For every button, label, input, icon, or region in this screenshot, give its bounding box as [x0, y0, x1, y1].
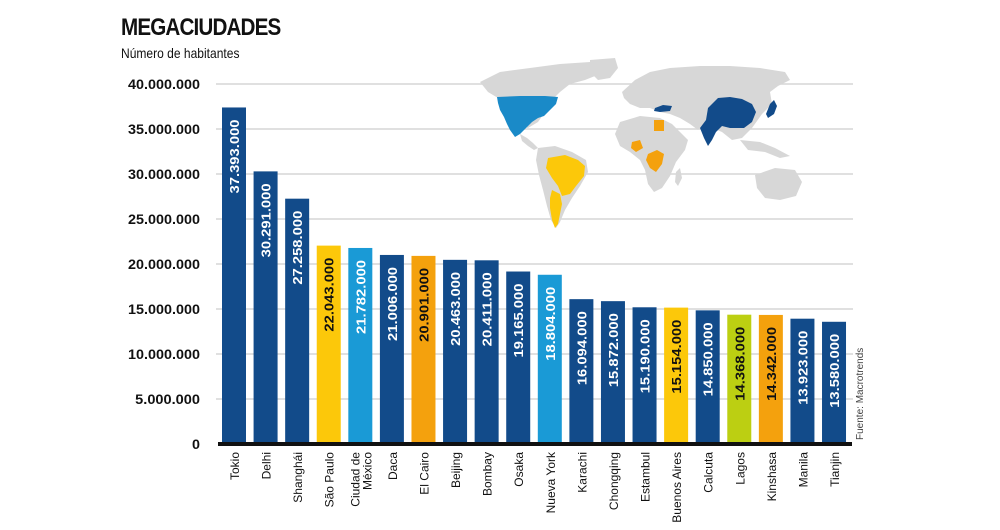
bar-value-label: 20.411.000	[480, 272, 495, 346]
x-category-label: Shanghái	[291, 452, 305, 503]
bar-value-label: 15.154.000	[669, 320, 684, 394]
bar	[379, 254, 404, 444]
y-tick-label: 5.000.000	[135, 391, 200, 407]
x-category-label: Karachi	[575, 452, 589, 493]
y-tick-label: 25.000.000	[128, 211, 200, 227]
world-map	[480, 58, 802, 228]
bar-value-label: 30.291.000	[259, 183, 274, 257]
bar	[348, 247, 373, 444]
bar	[600, 301, 625, 444]
y-tick-label: 10.000.000	[128, 346, 200, 362]
bar	[506, 271, 531, 444]
x-category-label: Manila	[796, 452, 810, 488]
bar	[632, 307, 657, 444]
bar	[474, 260, 499, 444]
bar-value-label: 18.804.000	[543, 287, 558, 361]
bar	[664, 307, 689, 444]
bar	[222, 107, 246, 444]
map-argentina	[550, 190, 562, 228]
y-tick-label: 40.000.000	[128, 76, 200, 92]
bar-value-label: 21.782.000	[353, 260, 368, 334]
y-tick-label: 0	[192, 436, 200, 452]
bar-value-label: 15.190.000	[638, 319, 653, 393]
source-note: Fuente: Macrotrends	[855, 347, 866, 440]
y-tick-label: 35.000.000	[128, 121, 200, 137]
y-tick-label: 30.000.000	[128, 166, 200, 182]
x-category-label: Buenos Aires	[670, 452, 684, 523]
x-category-label: México	[360, 452, 374, 490]
bar	[443, 259, 468, 444]
bar	[285, 198, 310, 444]
bar-value-label: 13.923.000	[795, 331, 810, 405]
bar-value-label: 27.258.000	[290, 211, 305, 285]
x-category-label: Tokio	[228, 452, 242, 480]
x-category-label: Daca	[386, 452, 400, 480]
chart-subtitle: Número de habitantes	[121, 45, 240, 61]
bar-value-label: 20.901.000	[416, 268, 431, 342]
bar-value-label: 22.043.000	[322, 258, 337, 332]
x-category-label: El Cairo	[417, 452, 431, 495]
bar-value-label: 14.368.000	[732, 327, 747, 401]
x-category-label: São Paulo	[323, 452, 337, 508]
bars-layer	[222, 107, 847, 445]
map-greenland	[590, 58, 618, 80]
bar	[695, 310, 720, 444]
x-category-label: Bombay	[481, 452, 495, 496]
x-category-label: Estambul	[639, 452, 653, 502]
x-category-label: Nueva York	[544, 451, 558, 513]
x-category-label: Kinshasa	[765, 452, 779, 502]
bar	[790, 318, 815, 444]
bar-value-label: 16.094.000	[574, 311, 589, 385]
map-southeast-asia	[740, 140, 790, 158]
map-usa-mexico	[497, 96, 558, 137]
x-category-label: Tianjin	[828, 452, 842, 487]
map-central-america	[520, 134, 538, 150]
map-turkey	[654, 105, 672, 112]
map-nigeria	[631, 140, 643, 152]
bar-value-label: 14.342.000	[764, 327, 779, 401]
bar-value-label: 14.850.000	[701, 322, 716, 396]
y-tick-label: 15.000.000	[128, 301, 200, 317]
map-china-india	[700, 97, 756, 146]
bar	[569, 299, 594, 444]
map-brazil	[546, 155, 585, 196]
map-madagascar	[675, 168, 682, 186]
y-tick-label: 20.000.000	[128, 256, 200, 272]
x-category-label: Calcuta	[702, 452, 716, 493]
bar	[758, 314, 783, 444]
bar-value-label: 21.006.000	[385, 267, 400, 341]
map-egypt	[654, 120, 664, 131]
bar-value-label: 13.580.000	[827, 334, 842, 408]
x-category-label: Osaka	[512, 452, 526, 487]
bar	[822, 321, 847, 444]
bar	[727, 314, 752, 444]
bar-value-label: 37.393.000	[227, 119, 242, 193]
map-drcongo	[646, 150, 664, 172]
x-category-label: Chongqing	[607, 452, 621, 510]
x-category-label: Ciudad de	[348, 452, 362, 507]
map-japan	[766, 100, 777, 118]
bar	[537, 274, 562, 444]
x-category-label: Lagos	[733, 452, 747, 485]
bar-value-label: 15.872.000	[606, 313, 621, 387]
map-australia	[755, 168, 802, 200]
labels-layer: 37.393.000 Tokio 30.291.000 Delhi 27.258.000…	[227, 119, 842, 522]
x-category-label: Beijing	[449, 452, 463, 488]
bar-value-label: 20.463.000	[448, 272, 463, 346]
bar	[316, 245, 341, 444]
x-category-label: Delhi	[260, 452, 274, 479]
bar	[253, 171, 278, 445]
chart-title: MEGACIUDADES	[121, 14, 281, 41]
bar-value-label: 19.165.000	[511, 284, 526, 358]
bar	[411, 255, 436, 444]
